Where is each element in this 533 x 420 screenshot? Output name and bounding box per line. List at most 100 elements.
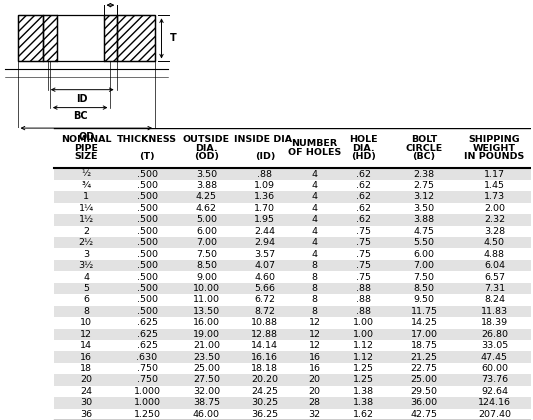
Text: .88: .88 — [356, 295, 371, 304]
Text: T: T — [169, 34, 176, 43]
Text: 7.00: 7.00 — [414, 261, 434, 270]
Text: 1.000: 1.000 — [133, 387, 160, 396]
Text: 32.00: 32.00 — [193, 387, 220, 396]
Text: 4.25: 4.25 — [196, 192, 217, 202]
Bar — [54, 306, 531, 317]
Text: 22.75: 22.75 — [410, 364, 438, 373]
Text: 1.00: 1.00 — [353, 330, 374, 339]
Text: 12: 12 — [309, 341, 321, 350]
Text: (ID): (ID) — [255, 152, 275, 162]
Text: 20: 20 — [309, 375, 321, 384]
Text: 2.44: 2.44 — [254, 227, 276, 236]
Bar — [54, 191, 531, 203]
Text: 20: 20 — [80, 375, 92, 384]
Text: 6.00: 6.00 — [196, 227, 217, 236]
Text: 9.50: 9.50 — [414, 295, 434, 304]
Text: 4: 4 — [312, 238, 318, 247]
Bar — [18, 16, 155, 61]
Text: DIA.: DIA. — [352, 144, 375, 153]
Text: .500: .500 — [136, 238, 158, 247]
Text: 8.24: 8.24 — [484, 295, 505, 304]
Text: .500: .500 — [136, 204, 158, 213]
Text: .62: .62 — [356, 204, 371, 213]
Bar — [54, 352, 531, 363]
Text: 1.09: 1.09 — [254, 181, 276, 190]
Text: 3.50: 3.50 — [196, 170, 217, 178]
Text: 1.12: 1.12 — [353, 341, 374, 350]
Text: .500: .500 — [136, 170, 158, 178]
Text: 1.62: 1.62 — [353, 410, 374, 419]
Text: .500: .500 — [136, 181, 158, 190]
Text: 18: 18 — [80, 364, 92, 373]
Text: 8: 8 — [312, 261, 318, 270]
Text: 25.00: 25.00 — [410, 375, 438, 384]
Text: 21.00: 21.00 — [193, 341, 220, 350]
Text: 13.50: 13.50 — [193, 307, 220, 316]
Bar — [54, 397, 531, 409]
Text: 8: 8 — [312, 295, 318, 304]
Bar — [54, 386, 531, 397]
Bar — [18, 16, 43, 61]
Text: 12: 12 — [80, 330, 92, 339]
Text: 16: 16 — [309, 364, 321, 373]
Text: 26.80: 26.80 — [481, 330, 508, 339]
Text: 1.95: 1.95 — [254, 215, 276, 224]
Bar — [54, 317, 531, 328]
Text: .500: .500 — [136, 249, 158, 259]
Text: 10.88: 10.88 — [252, 318, 278, 327]
Text: 3.88: 3.88 — [196, 181, 217, 190]
Text: 6.72: 6.72 — [254, 295, 276, 304]
Text: WEIGHT: WEIGHT — [473, 144, 516, 153]
Text: 3.88: 3.88 — [414, 215, 434, 224]
Text: SIZE: SIZE — [75, 152, 98, 162]
Text: 23.50: 23.50 — [193, 353, 220, 362]
Text: 27.50: 27.50 — [193, 375, 220, 384]
Text: OF HOLES: OF HOLES — [288, 148, 341, 157]
Text: 12.88: 12.88 — [252, 330, 278, 339]
Text: 2.32: 2.32 — [484, 215, 505, 224]
Text: 4: 4 — [312, 192, 318, 202]
Bar — [117, 16, 155, 61]
Text: IN POUNDS: IN POUNDS — [464, 152, 524, 162]
Text: 17.00: 17.00 — [410, 330, 438, 339]
Text: 124.16: 124.16 — [478, 398, 511, 407]
Text: 10: 10 — [80, 318, 92, 327]
Text: .62: .62 — [356, 170, 371, 178]
Text: 8.50: 8.50 — [196, 261, 217, 270]
Text: 2.38: 2.38 — [414, 170, 434, 178]
Text: .500: .500 — [136, 192, 158, 202]
Text: 7.50: 7.50 — [414, 273, 434, 281]
Text: .750: .750 — [136, 364, 158, 373]
Text: 38.75: 38.75 — [193, 398, 220, 407]
Text: ½: ½ — [82, 170, 91, 178]
Text: .500: .500 — [136, 295, 158, 304]
Text: 4.62: 4.62 — [196, 204, 217, 213]
Text: .75: .75 — [356, 249, 371, 259]
Bar — [54, 409, 531, 420]
Text: 3½: 3½ — [78, 261, 94, 270]
Text: 14: 14 — [80, 341, 92, 350]
Text: (BC): (BC) — [413, 152, 435, 162]
Text: BOLT: BOLT — [411, 135, 437, 144]
Text: 4: 4 — [312, 204, 318, 213]
Text: 29.50: 29.50 — [410, 387, 438, 396]
Text: 3: 3 — [83, 249, 89, 259]
Text: 4: 4 — [312, 227, 318, 236]
Text: 3.50: 3.50 — [414, 204, 434, 213]
Bar — [54, 283, 531, 294]
Text: 46.00: 46.00 — [193, 410, 220, 419]
Text: 2: 2 — [83, 227, 89, 236]
Text: CIRCLE: CIRCLE — [406, 144, 443, 153]
Text: 18.39: 18.39 — [481, 318, 508, 327]
Text: 32: 32 — [309, 410, 321, 419]
Text: 14.14: 14.14 — [252, 341, 278, 350]
Text: 3.12: 3.12 — [414, 192, 434, 202]
Text: 8: 8 — [83, 307, 89, 316]
Text: 28: 28 — [309, 398, 321, 407]
Bar — [54, 168, 531, 180]
Text: 1.70: 1.70 — [254, 204, 276, 213]
Text: NOMINAL: NOMINAL — [61, 135, 111, 144]
Text: .625: .625 — [136, 330, 158, 339]
Text: 8: 8 — [312, 307, 318, 316]
Text: 1.00: 1.00 — [353, 318, 374, 327]
